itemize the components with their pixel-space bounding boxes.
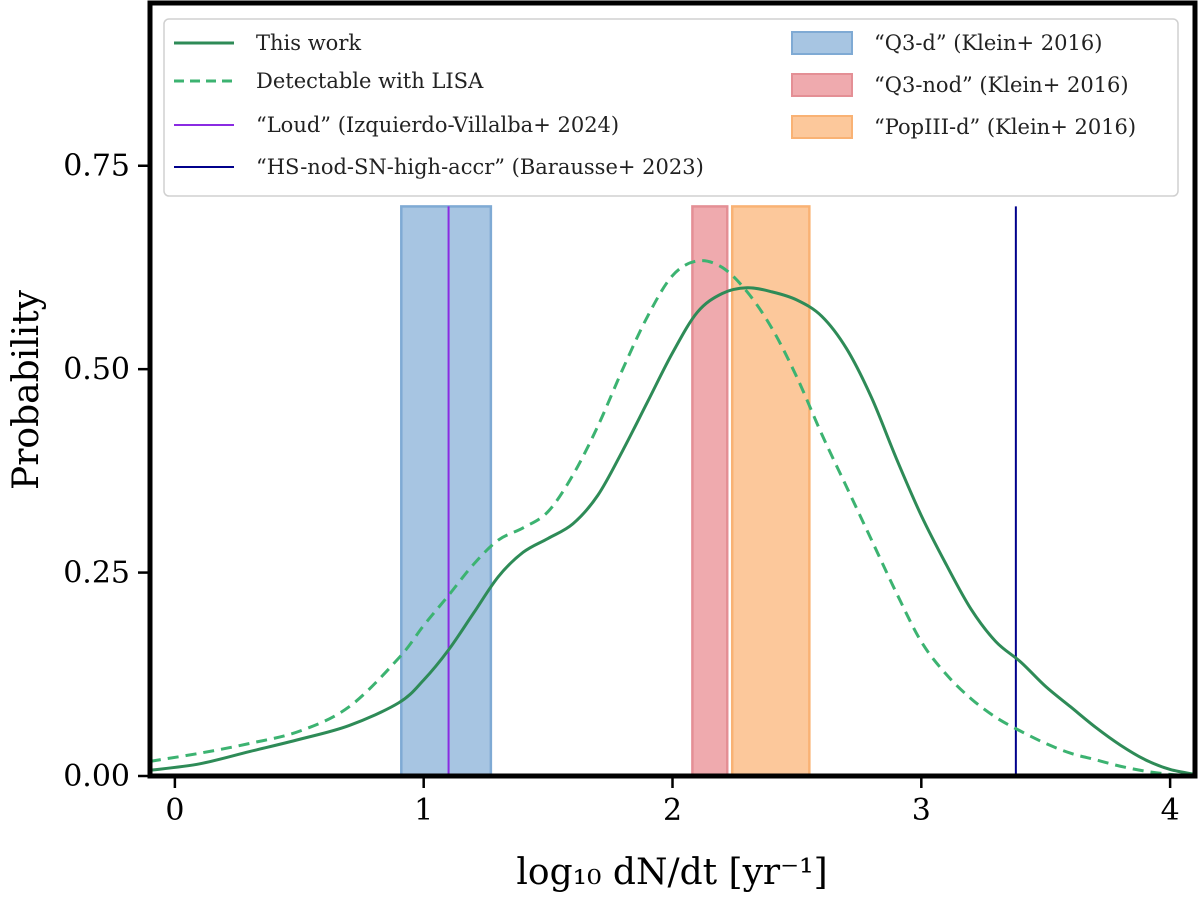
- legend-label-q3-nod: “Q3-nod” (Klein+ 2016): [874, 73, 1129, 97]
- x-tick-label-0: 0: [165, 793, 184, 828]
- x-tick-label-3: 3: [912, 793, 931, 828]
- x-tick-label-4: 4: [1161, 793, 1180, 828]
- y-tick-label-3: 0.75: [63, 149, 130, 184]
- legend: This work Detectable with LISA “Loud” (I…: [163, 18, 1179, 197]
- y-axis-title: Probability: [6, 289, 47, 490]
- band-0: [400, 205, 493, 778]
- vlines-layer: [447, 206, 1017, 776]
- plot-frame: [147, 0, 1198, 779]
- y-tick-label-1: 0.25: [63, 556, 130, 591]
- legend-label-hs-nod: “HS-nod-SN-high-accr” (Barausse+ 2023): [256, 155, 704, 179]
- series-layer: [149, 259, 1196, 778]
- legend-swatch-popiii-d: [791, 115, 853, 139]
- y-tick-label-2: 0.50: [63, 352, 130, 387]
- x-axis-title: log₁₀ dN/dt [yr⁻¹]: [516, 852, 827, 893]
- legend-swatch-q3-nod: [791, 73, 853, 97]
- legend-box: [163, 18, 1179, 197]
- series-line-1: [149, 259, 1196, 778]
- band-1: [691, 205, 729, 778]
- series-line-0: [149, 286, 1196, 776]
- y-tick-label-0: 0.00: [63, 759, 130, 794]
- legend-label-q3-d: “Q3-d” (Klein+ 2016): [874, 31, 1102, 55]
- x-tick-label-1: 1: [414, 793, 433, 828]
- legend-label-loud: “Loud” (Izquierdo-Villalba+ 2024): [256, 113, 619, 137]
- x-tick-label-2: 2: [663, 793, 682, 828]
- legend-label-this-work: This work: [256, 31, 361, 55]
- legend-swatch-q3-d: [791, 31, 853, 55]
- ticks-layer: 0 1 2 3 4 0.00 0.25 0.50 0.75: [63, 149, 1179, 828]
- legend-label-detectable: Detectable with LISA: [256, 69, 484, 93]
- legend-label-popiii-d: “PopIII-d” (Klein+ 2016): [874, 115, 1136, 139]
